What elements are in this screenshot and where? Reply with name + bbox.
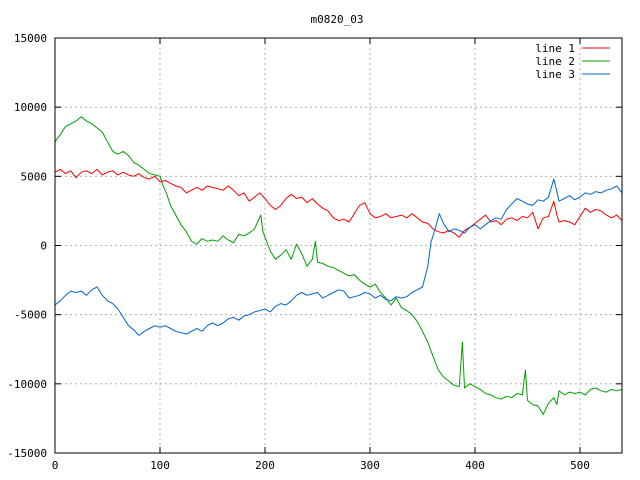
y-tick-label: -5000 bbox=[14, 309, 47, 322]
x-tick-label: 0 bbox=[52, 459, 59, 472]
x-tick-label: 500 bbox=[570, 459, 590, 472]
y-tick-label: 15000 bbox=[14, 32, 47, 45]
x-tick-label: 100 bbox=[150, 459, 170, 472]
axis-ticks: 0 100 200 300 400 500 -15000 -10000 -5000 0 5000 10… bbox=[7, 32, 622, 472]
x-tick-label: 300 bbox=[360, 459, 380, 472]
y-tick-label: 0 bbox=[40, 240, 47, 253]
series-line-2 bbox=[54, 116, 623, 415]
legend-label-2: line 2 bbox=[535, 55, 575, 68]
y-tick-label: 5000 bbox=[21, 170, 48, 183]
grid bbox=[55, 38, 622, 453]
legend-label-1: line 1 bbox=[535, 42, 575, 55]
series-layer bbox=[54, 116, 623, 415]
y-tick-label: -10000 bbox=[7, 378, 47, 391]
y-tick-label: 10000 bbox=[14, 101, 47, 114]
x-tick-label: 200 bbox=[255, 459, 275, 472]
legend-label-3: line 3 bbox=[535, 68, 575, 81]
chart-title: m0820_03 bbox=[311, 13, 364, 26]
x-tick-label: 400 bbox=[465, 459, 485, 472]
series-line-3 bbox=[54, 178, 623, 336]
series-line-1 bbox=[54, 168, 623, 238]
y-tick-label: -15000 bbox=[7, 447, 47, 460]
